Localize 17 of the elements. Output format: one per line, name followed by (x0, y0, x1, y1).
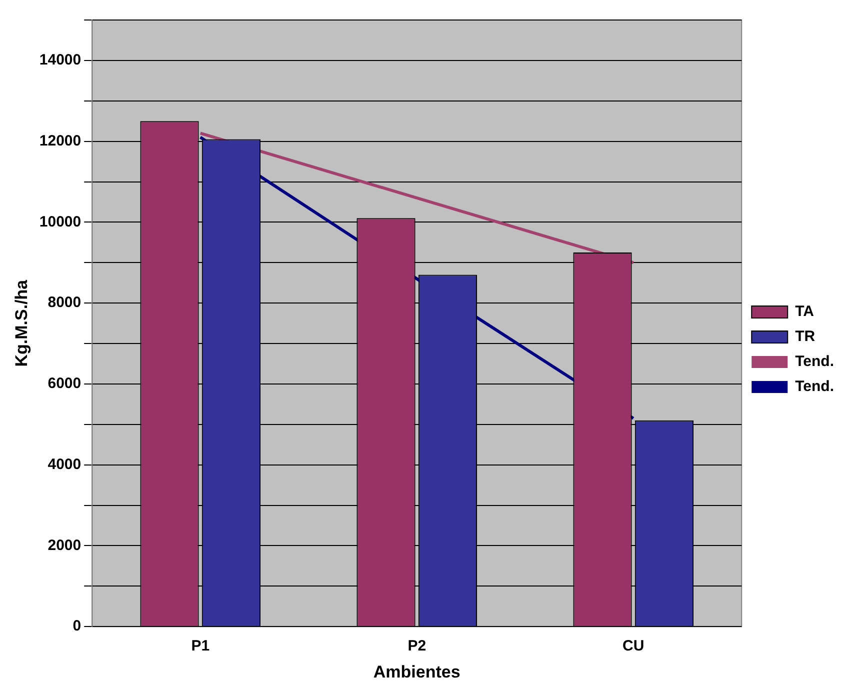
y-tick-label: 2000 (48, 536, 82, 554)
y-tick-label: 10000 (39, 213, 82, 230)
legend-label: TR (795, 328, 816, 346)
y-tick-label: 8000 (48, 294, 82, 312)
y-axis-title: Kg.M.S./ha (12, 279, 31, 367)
x-tick-label: P2 (408, 638, 426, 655)
x-axis-title: Ambientes (373, 662, 460, 682)
x-tick-label: CU (622, 638, 644, 655)
y-tick-label: 14000 (39, 52, 82, 69)
legend-label: TA (795, 303, 814, 320)
legend-label: Tend. (795, 378, 834, 396)
y-tick-label: 4000 (48, 456, 82, 473)
y-tick-label: 0 (72, 618, 82, 635)
y-tick-label: 6000 (48, 375, 82, 392)
x-tick-label: P1 (191, 638, 210, 655)
legend-label: Tend. (795, 353, 834, 370)
y-tick-label: 12000 (39, 132, 82, 150)
